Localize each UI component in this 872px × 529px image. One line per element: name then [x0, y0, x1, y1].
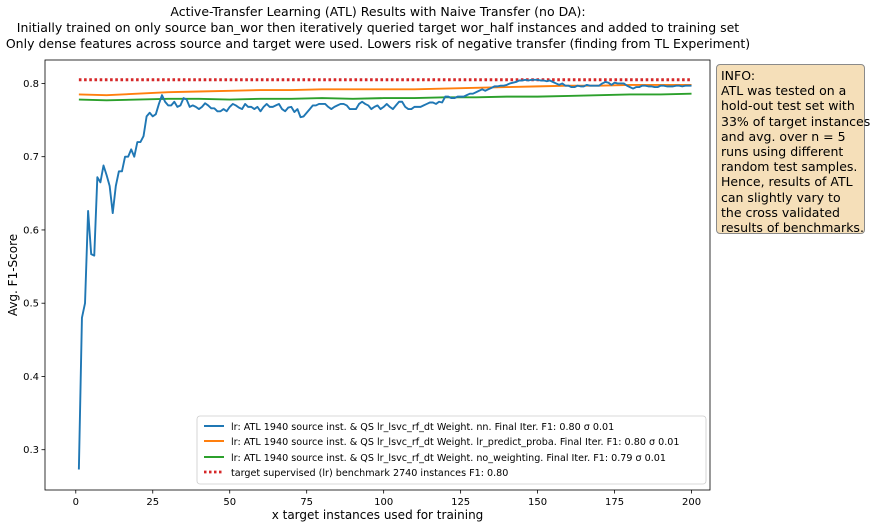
x-tick-label: 50 [223, 497, 236, 508]
info-line: ATL was tested on a [721, 83, 847, 99]
chart-title-line-1: Active-Transfer Learning (ATL) Results w… [170, 4, 585, 19]
x-tick-label: 25 [146, 497, 159, 508]
legend: lr: ATL 1940 source inst. & QS lr_lsvc_r… [196, 415, 707, 485]
chart-title-line-2: Initially trained on only source ban_wor… [17, 20, 740, 35]
x-tick-label: 100 [374, 497, 393, 508]
series-line-no-weighting [78, 92, 692, 102]
series-lines [77, 78, 692, 470]
legend-entry-nn: lr: ATL 1940 source inst. & QS lr_lsvc_r… [231, 422, 614, 433]
legend-box [196, 415, 707, 485]
info-line: hold-out test set with [721, 98, 855, 114]
x-tick-label: 175 [605, 497, 624, 508]
x-tick-label: 75 [300, 497, 313, 508]
plot-area [44, 59, 711, 491]
x-axis: 0 25 50 75 100 125 150 175 200 [73, 490, 701, 508]
y-tick-label: 0.3 [23, 445, 39, 456]
y-tick-label: 0.7 [23, 152, 39, 163]
info-line: the cross validated [721, 204, 840, 220]
info-line: runs using different [721, 144, 844, 160]
legend-entry-lr-predict-proba: lr: ATL 1940 source inst. & QS lr_lsvc_r… [231, 437, 679, 448]
legend-entry-no-weighting: lr: ATL 1940 source inst. & QS lr_lsvc_r… [231, 453, 666, 464]
y-axis-label: Avg. F1-Score [6, 234, 20, 316]
info-line: random test samples. [721, 159, 858, 175]
x-axis-label: x target instances used for training [272, 508, 484, 522]
x-tick-label: 0 [73, 497, 79, 508]
x-tick-label: 150 [528, 497, 547, 508]
series-line-nn [77, 78, 692, 470]
info-line: Hence, results of ATL [721, 174, 853, 190]
info-line: 33% of target instances [721, 113, 871, 129]
info-box: INFO: ATL was tested on a hold-out test … [716, 64, 871, 236]
y-tick-label: 0.6 [23, 225, 39, 236]
y-tick-label: 0.5 [23, 299, 39, 310]
chart-title-line-3: Only dense features across source and ta… [6, 36, 750, 51]
info-line: results of benchmarks. [721, 220, 864, 236]
legend-entry-benchmark: target supervised (lr) benchmark 2740 in… [231, 468, 508, 479]
info-line: can slightly vary to [721, 189, 841, 205]
y-tick-label: 0.4 [23, 372, 39, 383]
chart-title: Active-Transfer Learning (ATL) Results w… [6, 4, 750, 51]
y-axis: 0.3 0.4 0.5 0.6 0.7 0.8 [23, 79, 45, 456]
info-line: and avg. over n = 5 [721, 128, 846, 144]
info-line: INFO: [721, 68, 756, 83]
x-tick-label: 125 [451, 497, 470, 508]
x-tick-label: 200 [682, 497, 701, 508]
y-tick-label: 0.8 [23, 79, 39, 90]
